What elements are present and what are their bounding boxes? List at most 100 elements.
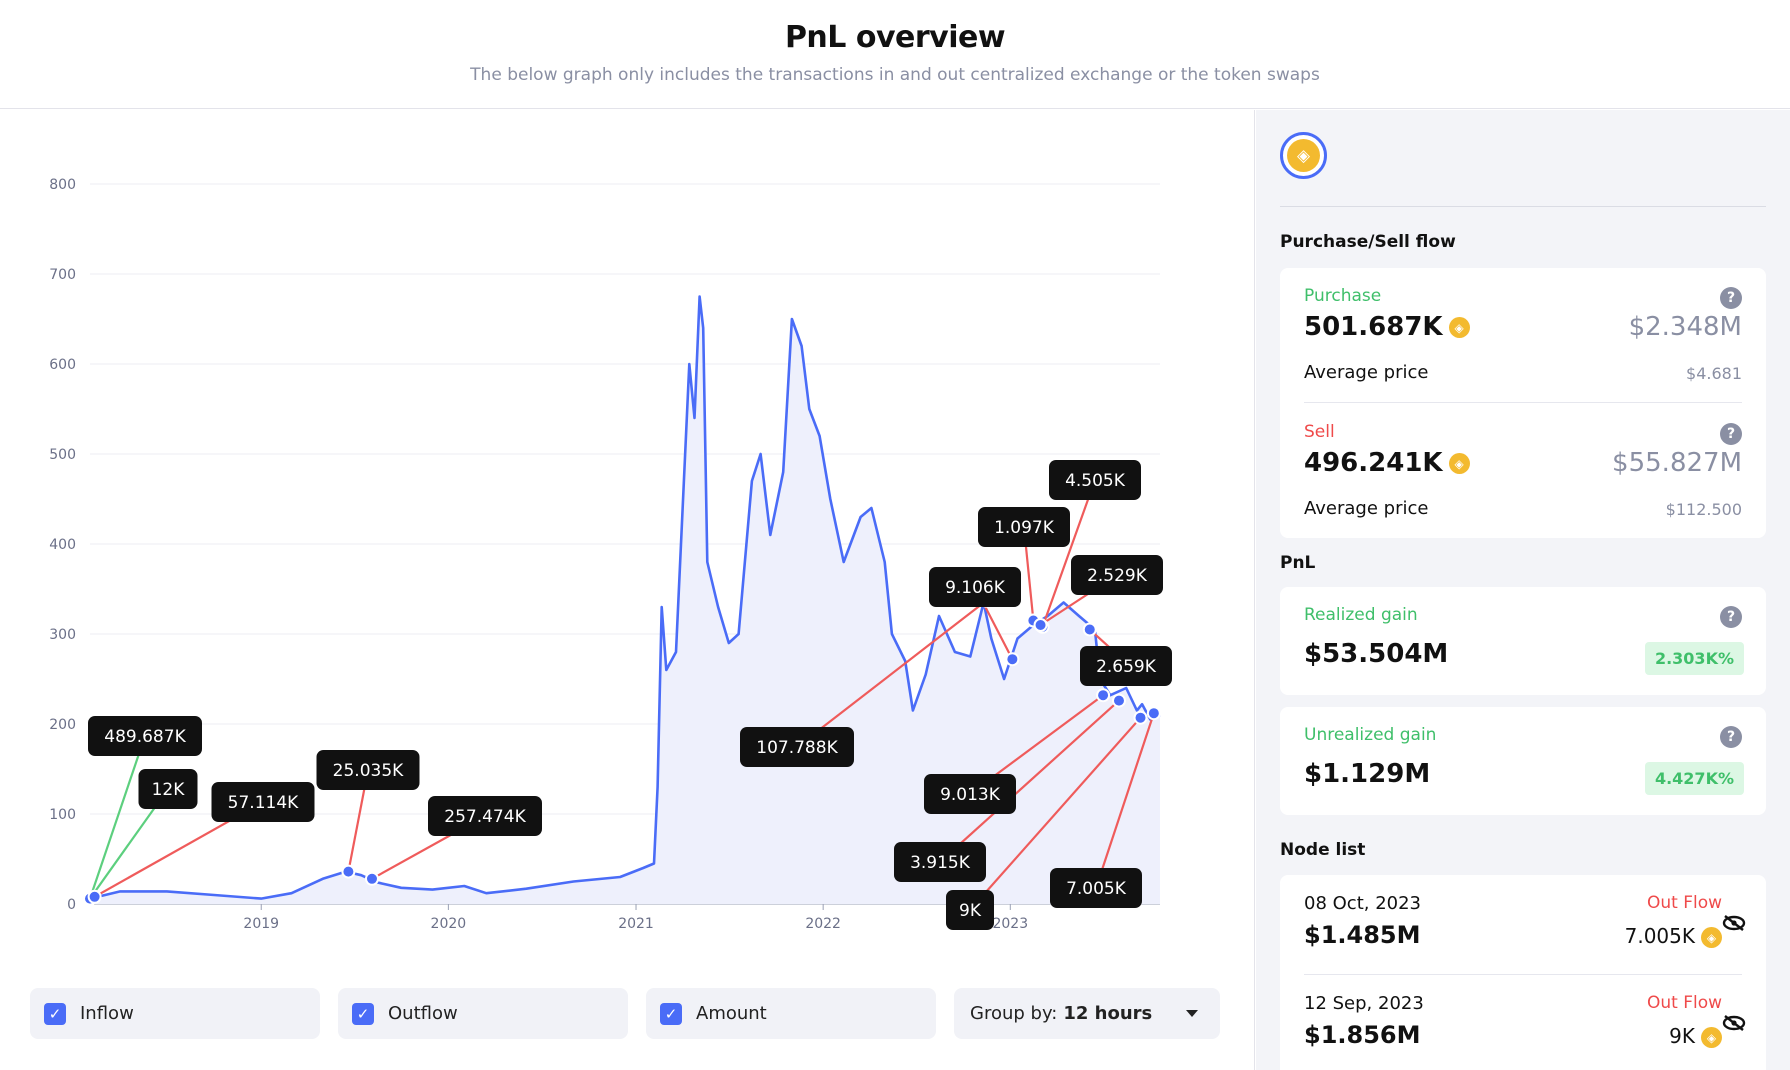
eye-off-icon[interactable] [1722,915,1746,931]
annotation-tooltip [740,727,854,767]
node-date: 08 Oct, 2023 [1304,893,1421,914]
annotation-tooltip [1080,646,1172,686]
inflow-toggle[interactable]: ✓ Inflow [30,988,320,1039]
purchase-avg-label: Average price [1304,362,1429,383]
page-header: PnL overview The below graph only includ… [0,0,1790,109]
x-tick-label: 2019 [243,916,279,932]
annotation-point [87,889,102,904]
node-amount: 9K ◈ [1669,1024,1722,1048]
annotation-label: 107.788K [756,738,838,758]
annotation-label: 7.005K [1066,879,1127,899]
help-icon[interactable]: ? [1720,606,1742,628]
annotation-tooltip [428,796,542,836]
unrealized-pct-badge: 4.427K% [1644,762,1744,795]
purchase-label: Purchase [1304,286,1382,306]
series-area [90,296,1160,904]
outflow-label: Outflow [388,1003,458,1024]
y-tick-label: 700 [49,267,76,283]
y-tick-label: 200 [49,717,76,733]
annotation-point [1082,622,1097,637]
x-tick-label: 2020 [431,916,467,932]
pnl-section-title: PnL [1280,553,1316,573]
node-usd: $1.856M [1304,1021,1421,1049]
annotation-label: 2.529K [1087,566,1148,586]
chevron-down-icon [1186,1010,1198,1017]
annotation-label: 12K [152,780,186,800]
node-list: 08 Oct, 2023 Out Flow $1.485M 7.005K ◈ 12… [1280,875,1766,1070]
annotation-leader [939,699,1120,863]
help-icon[interactable]: ? [1720,726,1742,748]
annotation-label: 2.659K [1096,657,1157,677]
annotation-tooltip [1050,868,1142,908]
groupby-dropdown[interactable]: Group by: 12 hours [954,988,1220,1039]
chart-controls: ✓ Inflow ✓ Outflow ✓ Amount Group by: 12… [30,988,1220,1040]
node-list-item[interactable]: 12 Sep, 2023 Out Flow $1.856M 9K ◈ [1280,975,1766,1070]
unrealized-label: Unrealized gain [1304,725,1437,745]
annotation-tooltip [894,842,986,882]
outflow-toggle[interactable]: ✓ Outflow [338,988,628,1039]
realized-gain-card: Realized gain ? $53.504M 2.303K% [1280,587,1766,695]
y-tick-label: 100 [49,807,76,823]
y-tick-label: 800 [49,177,76,193]
annotation-tooltip [138,769,198,809]
x-tick-label: 2023 [992,916,1028,932]
node-list-title: Node list [1280,840,1366,860]
token-avatar[interactable]: ◈ [1280,132,1327,179]
annotation-tooltip [211,782,315,822]
annotation-label: 1.097K [994,518,1055,538]
annotation-tooltip [946,890,994,930]
annotation-label: 9K [959,901,982,921]
bnb-coin-icon: ◈ [1701,927,1722,948]
groupby-label: Group by: [970,1003,1058,1024]
x-tick-label: 2022 [805,916,841,932]
annotation-tooltip [316,750,420,790]
help-icon[interactable]: ? [1720,287,1742,309]
pnl-chart[interactable]: 0 100 200 300 400 500 600 700 800 2019 2020 2021 202… [0,110,1254,970]
sell-amount-value: 496.241K [1304,448,1443,478]
annotation-point [1033,618,1048,632]
annotation-label: 257.474K [444,807,526,827]
amount-label: Amount [696,1003,767,1024]
annotation-tooltip [924,774,1016,814]
sell-usd: $55.827M [1612,448,1742,478]
annotation-label: 25.035K [333,761,404,781]
purchase-usd: $2.348M [1628,312,1742,342]
node-type: Out Flow [1646,893,1722,913]
flow-section-title: Purchase/Sell flow [1280,232,1456,252]
realized-label: Realized gain [1304,605,1418,625]
node-list-item[interactable]: 08 Oct, 2023 Out Flow $1.485M 7.005K ◈ [1280,875,1766,975]
sell-amount: 496.241K ◈ [1304,448,1470,478]
sell-avg-label: Average price [1304,498,1429,519]
sell-avg-price: $112.500 [1665,500,1742,519]
sell-label: Sell [1304,422,1335,442]
amount-checkbox[interactable]: ✓ [660,1002,682,1025]
node-amount-value: 7.005K [1624,924,1695,948]
outflow-checkbox[interactable]: ✓ [352,1002,374,1025]
annotation-label: 3.915K [910,853,971,873]
sidebar-divider [1280,206,1766,207]
annotation-tooltip [88,716,202,756]
annotation-point [1005,652,1020,667]
unrealized-gain-card: Unrealized gain ? $1.129M 4.427K% [1280,707,1766,815]
annotation-point [1146,706,1161,721]
page-title: PnL overview [784,20,1006,55]
purchase-amount: 501.687K ◈ [1304,312,1470,342]
annotation-point [1111,693,1126,708]
node-usd: $1.485M [1304,921,1421,949]
inflow-checkbox[interactable]: ✓ [44,1002,66,1025]
amount-toggle[interactable]: ✓ Amount [646,988,936,1039]
annotation-tooltip [929,567,1021,607]
annotation-leader [1094,712,1155,889]
annotation-tooltip [978,507,1070,547]
annotation-leader [796,599,987,748]
x-tick-label: 2021 [618,916,654,932]
page-subtitle: The below graph only includes the transa… [470,65,1320,85]
card-divider [1304,402,1742,403]
bnb-coin-icon: ◈ [1448,317,1470,338]
help-icon[interactable]: ? [1720,423,1742,445]
annotation-leader [88,735,147,899]
y-tick-label: 0 [67,897,76,913]
eye-off-icon[interactable] [1722,1015,1746,1031]
annotation-label: 9.013K [940,785,1001,805]
node-amount-value: 9K [1669,1024,1695,1048]
